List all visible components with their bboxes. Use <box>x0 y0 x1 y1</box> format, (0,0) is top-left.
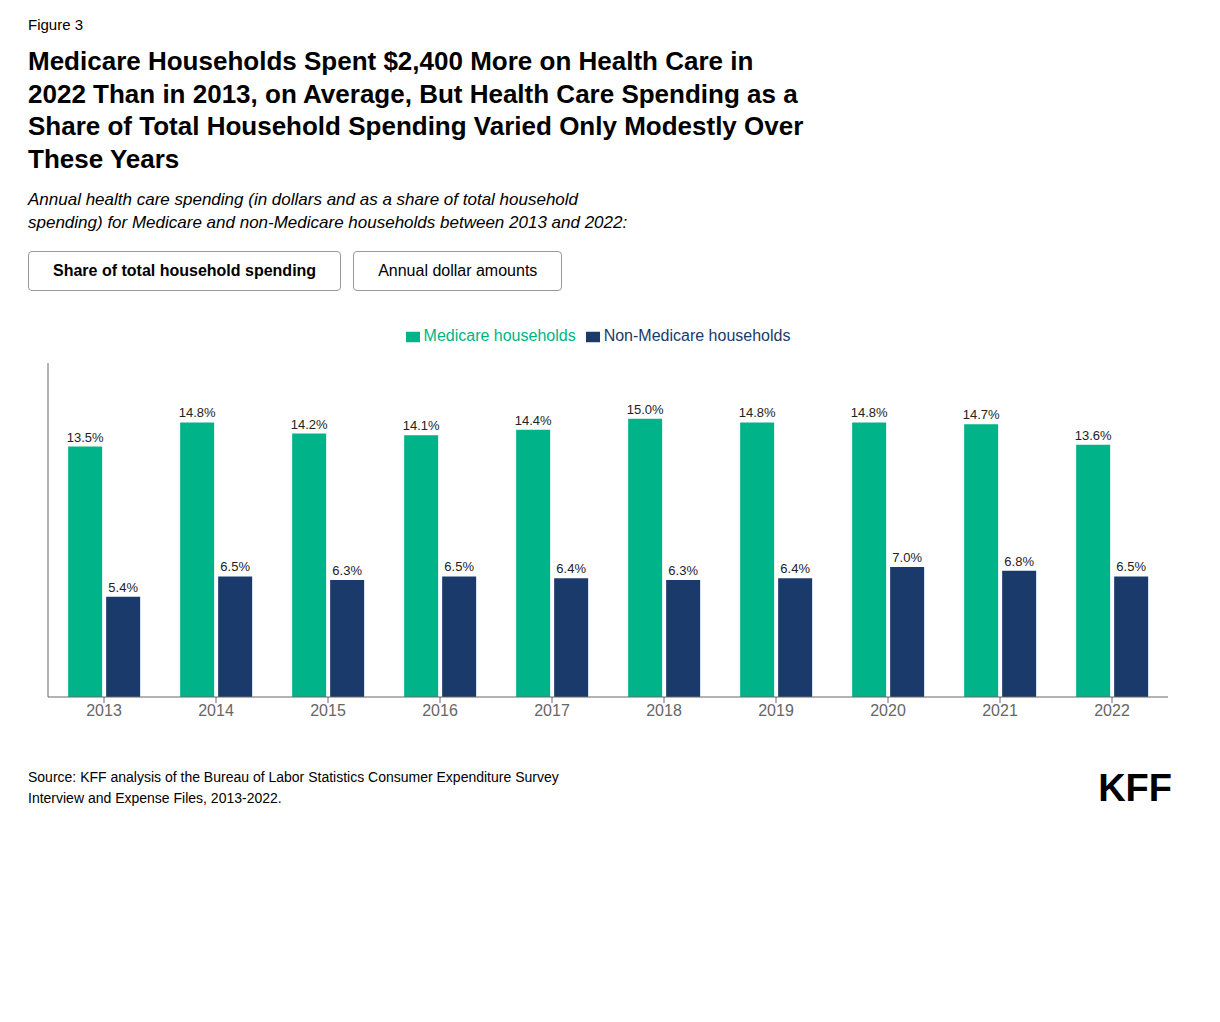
html-text:KFF: KFF <box>1098 766 1172 809</box>
svg-text:6.5%: 6.5% <box>1116 559 1146 574</box>
html-text:Figure 3: Figure 3 <box>28 16 83 33</box>
svg-text:6.4%: 6.4% <box>556 561 586 576</box>
svg-text:13.6%: 13.6% <box>1075 428 1112 443</box>
svg-text:6.3%: 6.3% <box>668 563 698 578</box>
svg-text:2022: 2022 <box>1094 702 1130 719</box>
svg-text:6.5%: 6.5% <box>444 559 474 574</box>
svg-text:2015: 2015 <box>310 702 346 719</box>
html-text:Medicare Households Spent $2,4: Medicare Households Spent $2,400 More on… <box>28 46 804 174</box>
svg-text:2013: 2013 <box>86 702 122 719</box>
svg-text:6.3%: 6.3% <box>332 563 362 578</box>
html-text:Annual dollar amounts: Annual dollar amounts <box>378 261 538 279</box>
svg-text:6.4%: 6.4% <box>780 561 810 576</box>
svg-text:14.8%: 14.8% <box>851 405 888 420</box>
svg-text:14.1%: 14.1% <box>403 418 440 433</box>
svg-text:6.5%: 6.5% <box>220 559 250 574</box>
svg-text:6.8%: 6.8% <box>1004 554 1034 569</box>
svg-text:14.8%: 14.8% <box>179 405 216 420</box>
svg-text:14.2%: 14.2% <box>291 416 328 431</box>
svg-text:2017: 2017 <box>534 702 570 719</box>
svg-text:2018: 2018 <box>646 702 682 719</box>
html-text:Annual health care spending (i: Annual health care spending (in dollars … <box>28 190 628 232</box>
svg-text:2021: 2021 <box>982 702 1018 719</box>
svg-text:7.0%: 7.0% <box>892 550 922 565</box>
html-text:Medicare households: Medicare households <box>423 326 576 344</box>
svg-text:15.0%: 15.0% <box>627 402 664 417</box>
svg-text:13.5%: 13.5% <box>67 429 104 444</box>
svg-text:2016: 2016 <box>422 702 458 719</box>
svg-text:2019: 2019 <box>758 702 794 719</box>
html-text:Source: KFF analysis of the Bu: Source: KFF analysis of the Bureau of La… <box>28 768 559 806</box>
svg-text:14.7%: 14.7% <box>963 407 1000 422</box>
svg-text:14.4%: 14.4% <box>515 413 552 428</box>
html-text:Share of total household spend: Share of total household spending <box>53 261 317 279</box>
svg-text:2014: 2014 <box>198 702 234 719</box>
svg-text:14.8%: 14.8% <box>739 405 776 420</box>
html-text:Non-Medicare households: Non-Medicare households <box>603 326 791 344</box>
svg-text:5.4%: 5.4% <box>108 580 138 595</box>
svg-text:2020: 2020 <box>870 702 906 719</box>
